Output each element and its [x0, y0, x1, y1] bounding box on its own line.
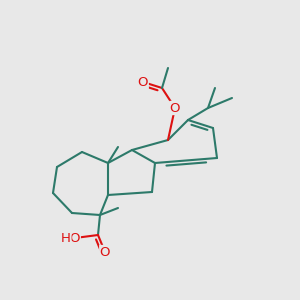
- Text: O: O: [100, 245, 110, 259]
- Text: O: O: [170, 101, 180, 115]
- Text: O: O: [70, 232, 80, 244]
- Text: H: H: [61, 232, 71, 244]
- Text: O: O: [138, 76, 148, 88]
